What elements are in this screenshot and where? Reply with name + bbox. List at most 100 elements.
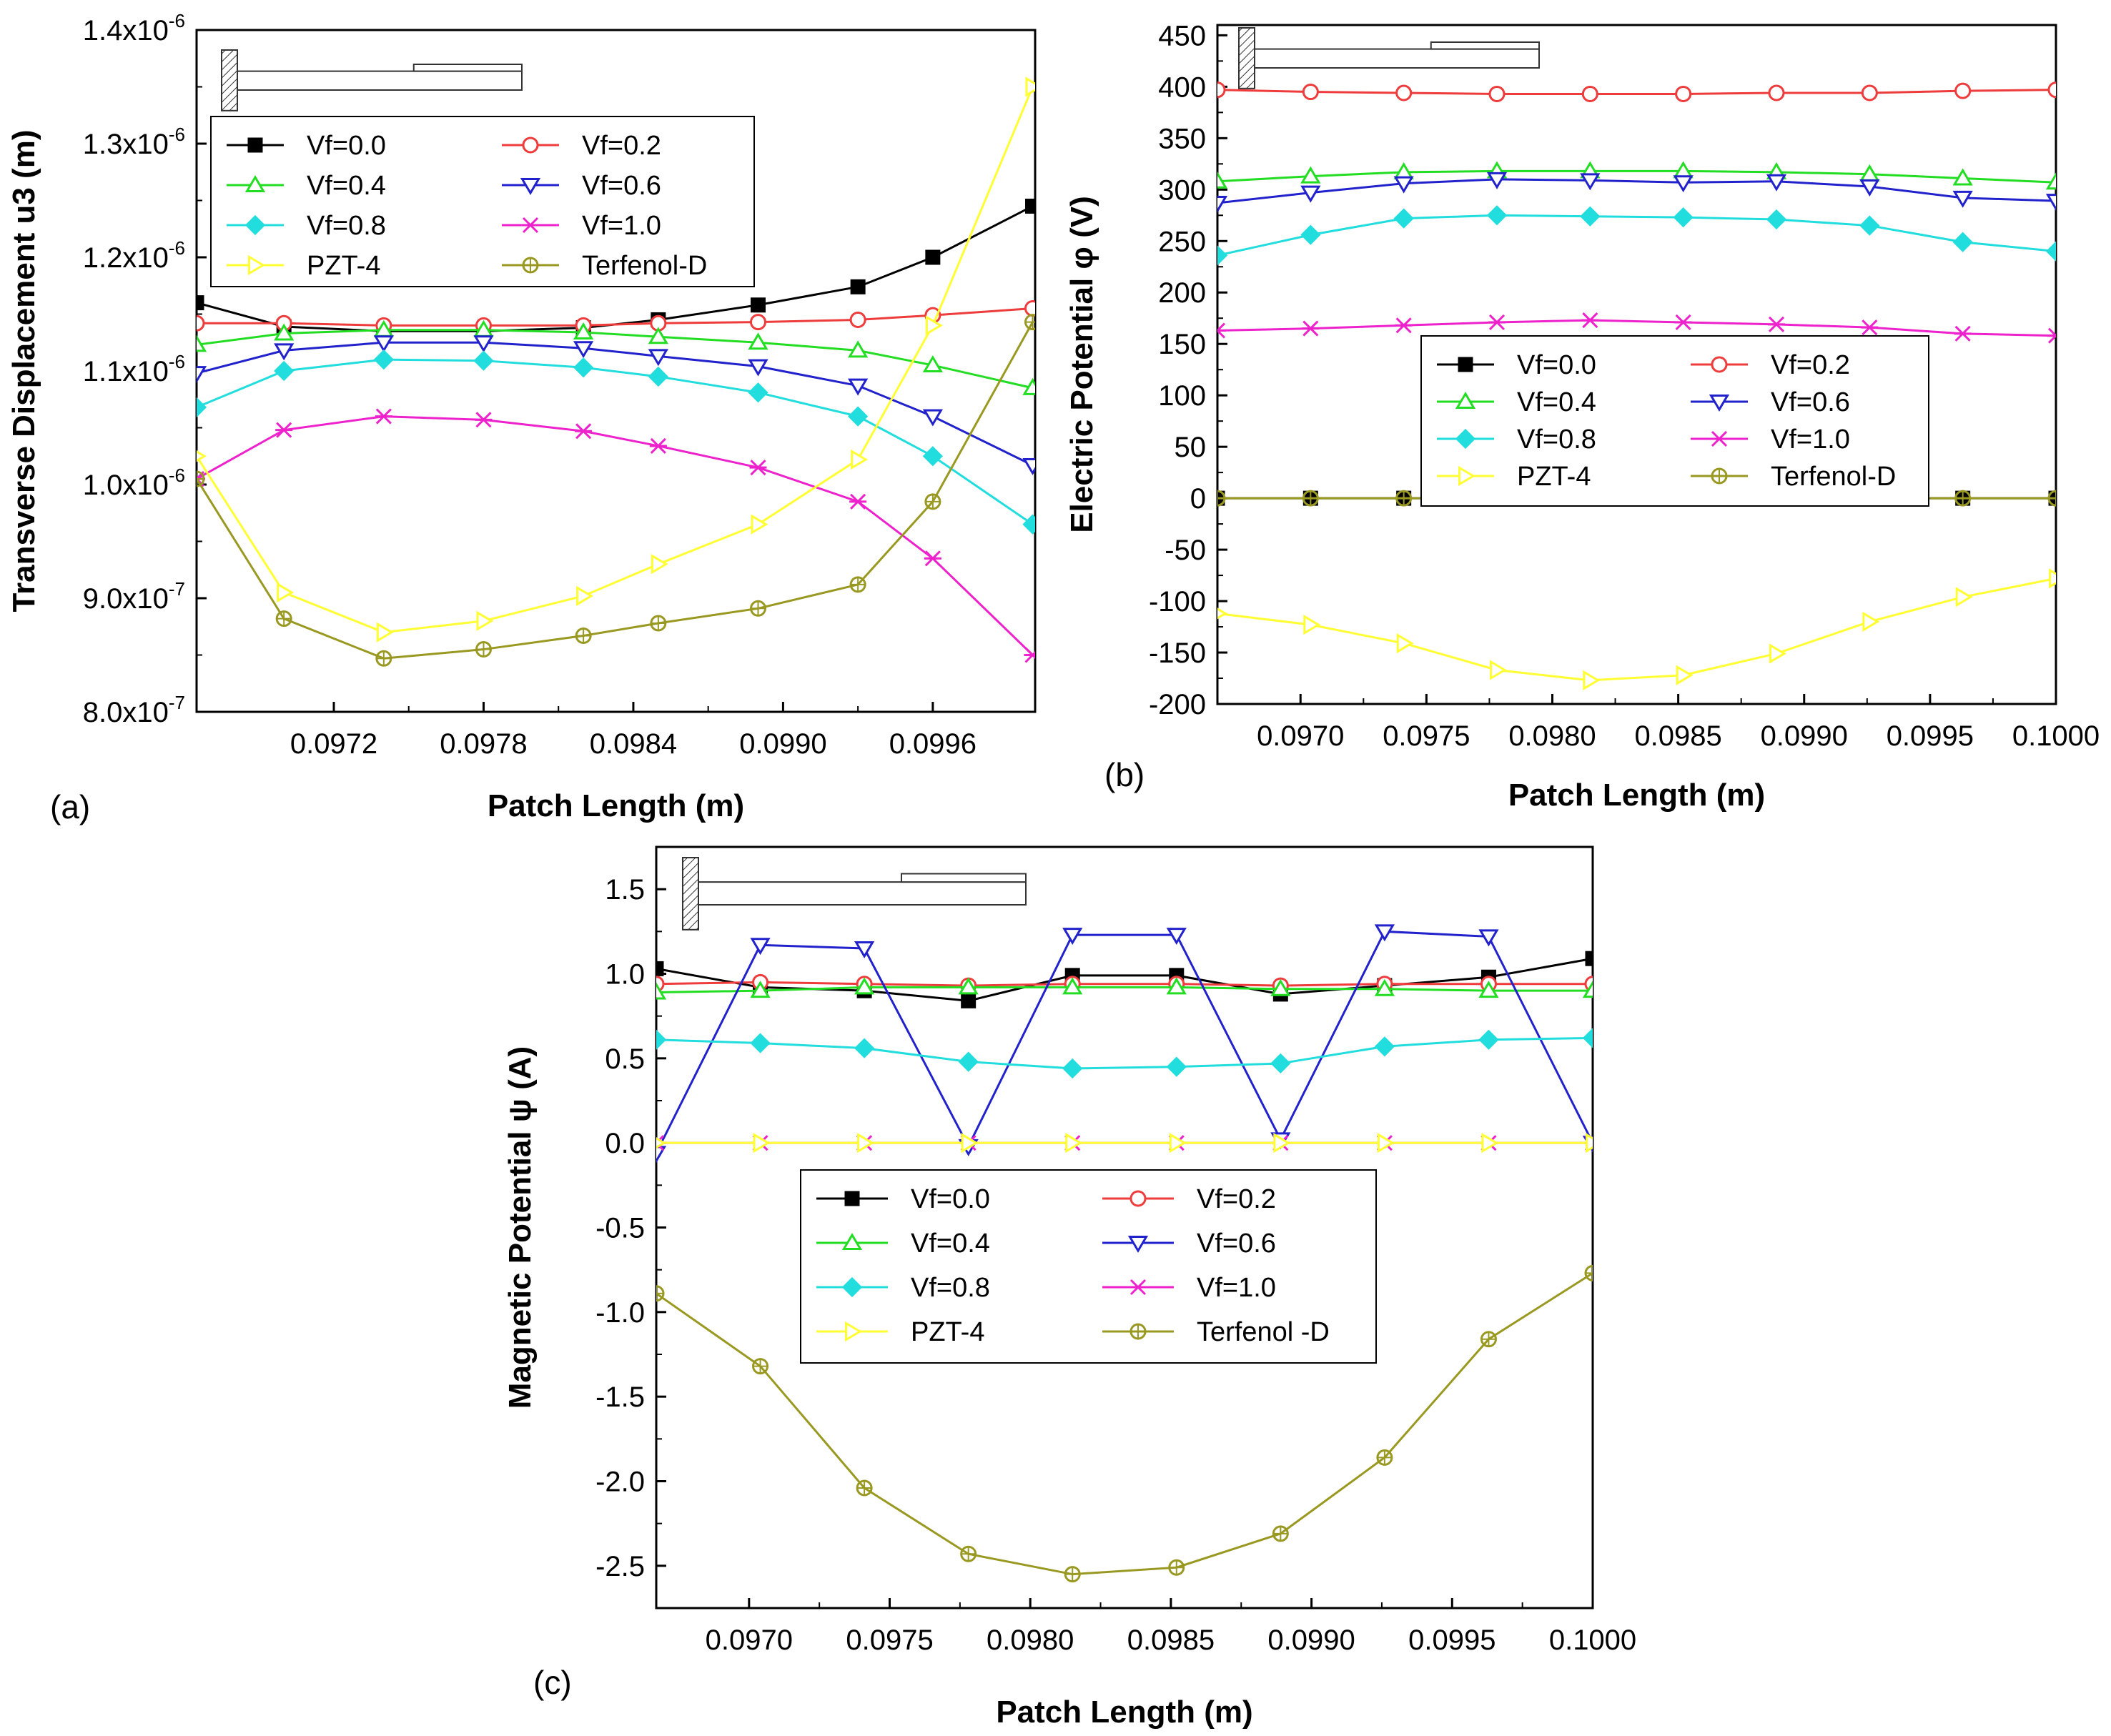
data-point [473, 350, 494, 371]
series-line-Vf=0.6 [1217, 178, 2056, 204]
series-line-PZT-4 [1217, 577, 2056, 682]
data-point [1377, 1133, 1395, 1154]
series-line-Vf=0.4 [197, 329, 1033, 390]
data-point [197, 334, 207, 352]
x-tick-label: 0.0995 [1408, 1625, 1496, 1656]
series-line-Vf=0.6 [656, 930, 1593, 1154]
legend-label: Vf=1.0 [1771, 425, 1850, 455]
legend-label: Vf=0.0 [307, 131, 386, 161]
data-point [1952, 232, 1973, 252]
legend-label: Vf=0.4 [911, 1229, 990, 1259]
legend-marker [1712, 469, 1726, 483]
series-line-Terfenol-D [197, 321, 1034, 660]
data-point [1166, 928, 1187, 946]
legend-label: Vf=0.4 [1517, 387, 1596, 417]
legend: Vf=0.0 Vf=0.2 Vf=0.4 Vf=0.6 Vf=0.8 Vf=1.0 PZT-… [210, 116, 755, 287]
legend-label: Vf=0.6 [1771, 387, 1850, 417]
data-point [848, 340, 869, 358]
data-point [1586, 1266, 1593, 1281]
data-point [648, 366, 668, 387]
data-point [753, 1359, 768, 1374]
x-tick-label: 0.0970 [1257, 720, 1344, 752]
legend-marker [841, 1276, 863, 1298]
legend-marker [1129, 1279, 1147, 1296]
data-point [1062, 977, 1083, 995]
legend-marker [244, 175, 266, 192]
data-point [851, 449, 869, 470]
data-point [1273, 1133, 1291, 1154]
data-point [576, 585, 594, 606]
data-point [1581, 312, 1599, 329]
series-line-Vf=0.8 [197, 358, 1034, 525]
data-point [197, 397, 207, 418]
series-group [656, 924, 1593, 1583]
data-point [1955, 491, 1970, 506]
data-point [1377, 1450, 1392, 1465]
data-point [1586, 1133, 1593, 1154]
legend-label: Vf=1.0 [582, 211, 661, 241]
legend-box [800, 1169, 1377, 1364]
data-point [922, 446, 943, 467]
data-point [656, 1136, 666, 1149]
data-point [1062, 1058, 1083, 1079]
x-tick-label: 0.0985 [1127, 1625, 1215, 1656]
data-point [1217, 322, 1226, 339]
legend: Vf=0.0 Vf=0.2 Vf=0.4 Vf=0.6 Vf=0.8 Vf=1.0 PZT-… [800, 1169, 1377, 1364]
data-point [1673, 207, 1694, 228]
data-point [750, 1033, 771, 1053]
cantilever-beam-icon [698, 881, 1027, 906]
data-point [1478, 981, 1499, 998]
x-tick-label: 0.0995 [1887, 720, 1974, 752]
data-point [1580, 173, 1601, 191]
cantilever-beam-icon [237, 70, 523, 91]
legend-label: Terfenol-D [582, 251, 707, 281]
data-point [751, 601, 766, 616]
legend-label: PZT-4 [911, 1317, 984, 1347]
legend-label: PZT-4 [1517, 462, 1591, 492]
series-line-Vf=0.8 [1217, 214, 2056, 257]
data-point [656, 1286, 663, 1301]
legend-marker [248, 254, 265, 276]
data-point [649, 437, 667, 455]
data-point [1065, 1133, 1083, 1154]
chart-panel-1: 0.0972 0.0978 0.0984 0.0990 0.0996 8.0x10-7 9.… [6, 10, 1037, 825]
legend-box [1420, 335, 1929, 507]
y-tick-label: 1.0x10-6 [83, 465, 185, 501]
data-point [274, 323, 295, 341]
data-point [850, 279, 866, 294]
legend-marker [1458, 465, 1475, 487]
legend-marker [1129, 1190, 1147, 1207]
legend-label: Vf=1.0 [1197, 1273, 1276, 1303]
data-point [576, 628, 591, 643]
x-axis-title: Patch Length (m) [1508, 778, 1765, 813]
chart-panel-2: 0.0970 0.0975 0.0980 0.0985 0.0990 0.0995 0.10… [1064, 20, 2100, 813]
data-point [1217, 245, 1228, 266]
y-tick-label: -2.0 [595, 1467, 645, 1498]
series-line-Vf=0.0 [656, 957, 1593, 1002]
data-point [1488, 314, 1506, 331]
chart-panel-3: 0.0970 0.0975 0.0980 0.0985 0.0990 0.0995 0.10… [503, 845, 1636, 1730]
data-point [2049, 491, 2056, 506]
data-point [573, 357, 594, 378]
data-point [961, 993, 977, 1008]
data-point [1580, 206, 1601, 227]
data-point [748, 382, 768, 403]
data-point [1395, 317, 1413, 334]
legend-marker [1455, 392, 1476, 409]
plot-area [1216, 24, 2057, 705]
data-point [854, 1038, 875, 1058]
data-point [848, 406, 869, 427]
y-axis-title: Transverse Displacement u3 (m) [6, 130, 41, 612]
panel-label: (a) [50, 788, 90, 825]
data-point [275, 422, 293, 438]
legend-marker [1711, 430, 1728, 447]
legend-label: Vf=0.6 [582, 171, 661, 201]
legend-label: Vf=0.6 [1197, 1229, 1276, 1259]
y-tick-label: 1.0 [605, 959, 645, 991]
data-point [1583, 670, 1601, 691]
x-tick-label: 0.0980 [1508, 720, 1596, 752]
data-point [473, 335, 494, 353]
legend-label: Vf=0.2 [1771, 350, 1850, 380]
y-tick-label: 1.4x10-6 [83, 10, 185, 46]
data-point [1478, 1029, 1499, 1050]
